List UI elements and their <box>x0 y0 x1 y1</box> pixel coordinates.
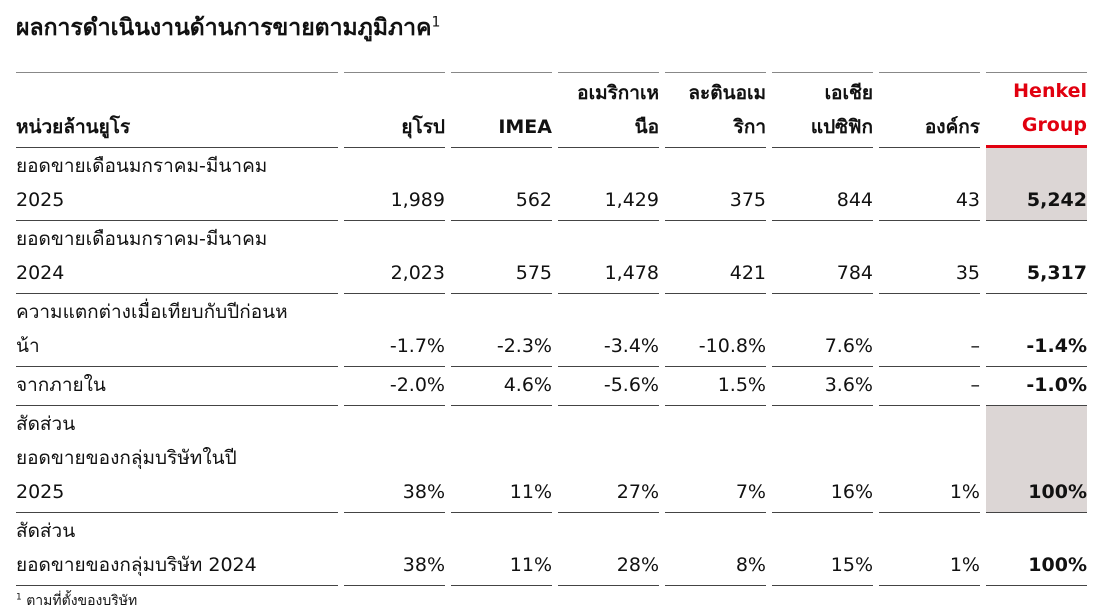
cell-line: สัดส่วน <box>16 413 76 435</box>
cell: 375 <box>665 148 766 221</box>
cell: 1% <box>879 513 980 586</box>
cell-line: ยอดขายของกลุ่มบริษัทในปี <box>16 447 237 469</box>
cell: – <box>879 294 980 367</box>
cell-line: องค์กร <box>924 116 980 138</box>
cell-line: Group <box>1021 114 1087 136</box>
cell: -1.4% <box>986 294 1087 367</box>
cell: 5,242 <box>986 148 1087 221</box>
title-note: 1 <box>431 14 441 31</box>
cell: 38% <box>344 406 445 513</box>
cell: 7% <box>665 406 766 513</box>
footnote: 1 ตามที่ตั้งของบริษัท <box>16 590 137 612</box>
cell: 3.6% <box>772 367 873 406</box>
row-label: จากภายใน <box>16 367 338 406</box>
cell: 1,478 <box>558 221 659 294</box>
cell-line: ยอดขายเดือนมกราคม-มีนาคม <box>16 228 268 250</box>
column-header: หน่วยล้านยูโร <box>16 72 338 148</box>
cell: 2,023 <box>344 221 445 294</box>
title: ผลการดำเนินงานด้านการขายตามภูมิภาค1 <box>16 10 440 46</box>
table-body: ยอดขายเดือนมกราคม-มีนาคม 2025 1,989 562 1,42… <box>16 148 1087 586</box>
cell: 15% <box>772 513 873 586</box>
cell: – <box>879 367 980 406</box>
column-header: ยุโรป <box>344 72 445 148</box>
cell: 100% <box>986 406 1087 513</box>
column-header: องค์กร <box>879 72 980 148</box>
cell-line: นือ <box>634 116 659 138</box>
cell-line: IMEA <box>498 116 552 138</box>
cell-line: 2024 <box>16 262 65 284</box>
cell-line: สัดส่วน <box>16 520 76 542</box>
cell-line: ยอดขายเดือนมกราคม-มีนาคม <box>16 155 268 177</box>
cell: 38% <box>344 513 445 586</box>
cell: 5,317 <box>986 221 1087 294</box>
cell: 11% <box>451 513 552 586</box>
cell-line: น้า <box>16 335 40 357</box>
cell-line: 2025 <box>16 189 65 211</box>
cell: 100% <box>986 513 1087 586</box>
cell: -1.7% <box>344 294 445 367</box>
cell: 575 <box>451 221 552 294</box>
cell: 43 <box>879 148 980 221</box>
cell-line: แปซิฟิก <box>810 116 873 138</box>
column-header: เอเชียแปซิฟิก <box>772 72 873 148</box>
column-header: IMEA <box>451 72 552 148</box>
column-header: ละตินอเมริกา <box>665 72 766 148</box>
row-label: สัดส่วนยอดขายของกลุ่มบริษัทในปี 2025 <box>16 406 338 513</box>
cell: 562 <box>451 148 552 221</box>
cell: 1% <box>879 406 980 513</box>
row-label: ความแตกต่างเมื่อเทียบกับปีก่อนหน้า <box>16 294 338 367</box>
cell: 1.5% <box>665 367 766 406</box>
table-row: สัดส่วนยอดขายของกลุ่มบริษัทในปี 2025 38% 11… <box>16 406 1087 513</box>
cell-line: ยอดขายของกลุ่มบริษัท 2024 <box>16 554 257 576</box>
cell: 1,429 <box>558 148 659 221</box>
table-row: สัดส่วน ยอดขายของกลุ่มบริษัท 2024 38% 11% 28… <box>16 513 1087 586</box>
cell: 8% <box>665 513 766 586</box>
cell: 28% <box>558 513 659 586</box>
cell: -2.3% <box>451 294 552 367</box>
column-header: Henkel Group <box>986 72 1087 148</box>
cell: 1,989 <box>344 148 445 221</box>
table-head: หน่วยล้านยูโร ยุโรป IMEA อเมริกาเห นือ ละตินอ… <box>16 72 1087 148</box>
sales-table: หน่วยล้านยูโร ยุโรป IMEA อเมริกาเห นือ ละตินอ… <box>10 72 1093 586</box>
table-row: ยอดขายเดือนมกราคม-มีนาคม 2025 1,989 562 1,42… <box>16 148 1087 221</box>
title-text: ผลการดำเนินงานด้านการขายตามภูมิภาค <box>16 15 432 41</box>
table-row: ยอดขายเดือนมกราคม-มีนาคม 2024 2,023 575 1,47… <box>16 221 1087 294</box>
cell: 16% <box>772 406 873 513</box>
cell-line: ริกา <box>733 116 766 138</box>
cell: 35 <box>879 221 980 294</box>
header-row: หน่วยล้านยูโร ยุโรป IMEA อเมริกาเห นือ ละตินอ… <box>16 72 1087 148</box>
table-row: จากภายใน -2.0% 4.6% -5.6% 1.5% 3.6% – -1.0% <box>16 367 1087 406</box>
row-label: ยอดขายเดือนมกราคม-มีนาคม 2025 <box>16 148 338 221</box>
cell: 7.6% <box>772 294 873 367</box>
cell: 844 <box>772 148 873 221</box>
cell: -5.6% <box>558 367 659 406</box>
cell: -1.0% <box>986 367 1087 406</box>
cell: 11% <box>451 406 552 513</box>
cell: 27% <box>558 406 659 513</box>
footnote-mark: 1 <box>16 592 22 603</box>
cell: -2.0% <box>344 367 445 406</box>
table-row: ความแตกต่างเมื่อเทียบกับปีก่อนห น้า -1.7% -… <box>16 294 1087 367</box>
cell: 784 <box>772 221 873 294</box>
cell: 4.6% <box>451 367 552 406</box>
cell-line: เอเชีย <box>824 82 873 104</box>
row-label: สัดส่วนยอดขายของกลุ่มบริษัท 2024 <box>16 513 338 586</box>
cell-line: 2025 <box>16 481 65 503</box>
column-header: อเมริกาเหนือ <box>558 72 659 148</box>
cell: 421 <box>665 221 766 294</box>
cell-line: ยุโรป <box>401 116 445 138</box>
cell: -10.8% <box>665 294 766 367</box>
cell-line: ความแตกต่างเมื่อเทียบกับปีก่อนห <box>16 301 288 323</box>
footnote-text: ตามที่ตั้งของบริษัท <box>26 593 138 609</box>
cell-line: Henkel <box>1013 80 1087 102</box>
cell-line: หน่วยล้านยูโร <box>16 116 131 138</box>
cell-line: อเมริกาเห <box>577 82 659 104</box>
row-label: ยอดขายเดือนมกราคม-มีนาคม 2024 <box>16 221 338 294</box>
cell-line: ละตินอเม <box>688 82 766 104</box>
cell-line: จากภายใน <box>16 374 106 396</box>
cell: -3.4% <box>558 294 659 367</box>
